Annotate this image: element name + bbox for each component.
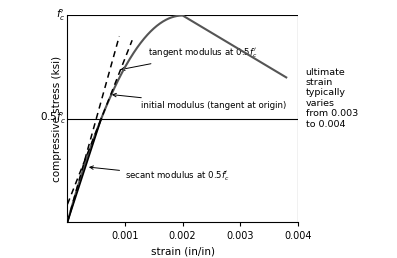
- Text: initial modulus (tangent at origin): initial modulus (tangent at origin): [113, 93, 286, 110]
- X-axis label: strain (in/in): strain (in/in): [150, 246, 215, 256]
- Text: $f_c'$: $f_c'$: [56, 8, 66, 23]
- Text: ultimate
strain
typically
varies
from 0.003
to 0.004: ultimate strain typically varies from 0.…: [306, 68, 358, 128]
- Text: 0.5$f_c'$: 0.5$f_c'$: [40, 111, 66, 126]
- Y-axis label: compressive stress (ksi): compressive stress (ksi): [52, 56, 62, 182]
- Text: tangent modulus at 0.5$f_c'$: tangent modulus at 0.5$f_c'$: [121, 47, 258, 70]
- Text: secant modulus at 0.5$f_c'$: secant modulus at 0.5$f_c'$: [90, 166, 229, 183]
